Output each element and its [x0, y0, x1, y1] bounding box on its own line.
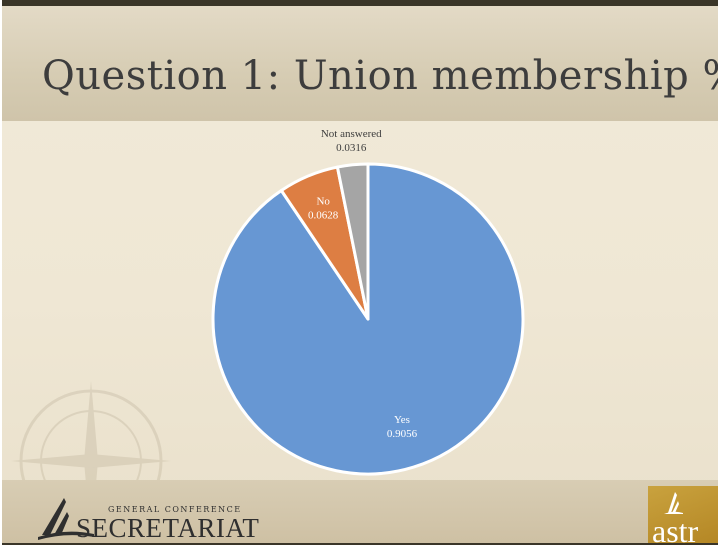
- logo-small-text: GENERAL CONFERENCE: [108, 505, 242, 514]
- astr-badge-text: astr: [652, 513, 699, 545]
- slice-value-no: 0.0628: [308, 210, 339, 222]
- slice-value-yes: 0.9056: [387, 428, 418, 440]
- pie-chart: Yes 0.9056 No 0.0628 Not answered 0.0316: [211, 128, 525, 476]
- title-band: [2, 6, 718, 121]
- pie-slice-yes: [211, 162, 525, 476]
- slice-value-not-answered: 0.0316: [336, 142, 367, 154]
- pie-slice-not-answered: [335, 162, 370, 321]
- slice-label-not-answered: Not answered: [321, 128, 382, 140]
- slide-title: Question 1: Union membership %: [42, 53, 718, 99]
- adventist-logo-icon: [38, 498, 94, 540]
- footer-band: [2, 480, 718, 543]
- slice-label-no: No: [316, 196, 330, 208]
- logo-big-text: SECRETARIAT: [76, 513, 260, 543]
- flame-icon: [664, 492, 683, 514]
- astr-badge: astr: [648, 486, 718, 545]
- slice-label-yes: Yes: [394, 414, 410, 426]
